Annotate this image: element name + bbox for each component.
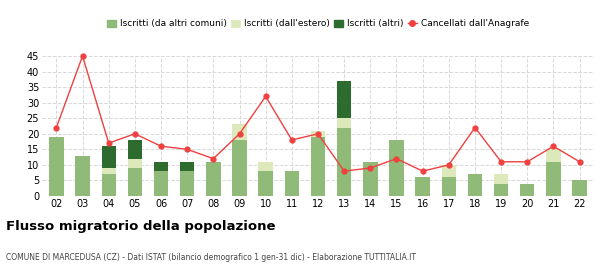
Bar <box>232 140 247 196</box>
Bar <box>180 162 194 171</box>
Bar <box>520 184 535 196</box>
Bar <box>468 174 482 196</box>
Bar <box>128 140 142 159</box>
Bar <box>311 137 325 196</box>
Bar <box>337 118 352 128</box>
Bar <box>363 162 377 196</box>
Bar <box>442 165 456 177</box>
Bar <box>494 174 508 184</box>
Bar <box>180 171 194 196</box>
Legend: Iscritti (da altri comuni), Iscritti (dall'estero), Iscritti (altri), Cancellati: Iscritti (da altri comuni), Iscritti (da… <box>104 16 532 32</box>
Bar <box>494 184 508 196</box>
Bar <box>101 168 116 174</box>
Bar <box>101 174 116 196</box>
Bar <box>284 171 299 196</box>
Text: Flusso migratorio della popolazione: Flusso migratorio della popolazione <box>6 220 275 233</box>
Bar <box>546 149 560 162</box>
Bar <box>232 124 247 140</box>
Bar <box>259 171 273 196</box>
Bar <box>76 156 90 196</box>
Bar <box>154 171 168 196</box>
Bar <box>49 137 64 196</box>
Bar <box>337 81 352 118</box>
Bar <box>206 162 221 196</box>
Bar <box>442 177 456 196</box>
Bar <box>101 146 116 168</box>
Bar <box>259 162 273 171</box>
Bar <box>415 177 430 196</box>
Bar <box>128 159 142 168</box>
Bar <box>154 162 168 171</box>
Bar <box>128 168 142 196</box>
Bar <box>389 140 404 196</box>
Text: COMUNE DI MARCEDUSA (CZ) - Dati ISTAT (bilancio demografico 1 gen-31 dic) - Elab: COMUNE DI MARCEDUSA (CZ) - Dati ISTAT (b… <box>6 253 416 262</box>
Bar <box>546 162 560 196</box>
Bar <box>337 128 352 196</box>
Bar <box>572 180 587 196</box>
Bar <box>311 131 325 137</box>
